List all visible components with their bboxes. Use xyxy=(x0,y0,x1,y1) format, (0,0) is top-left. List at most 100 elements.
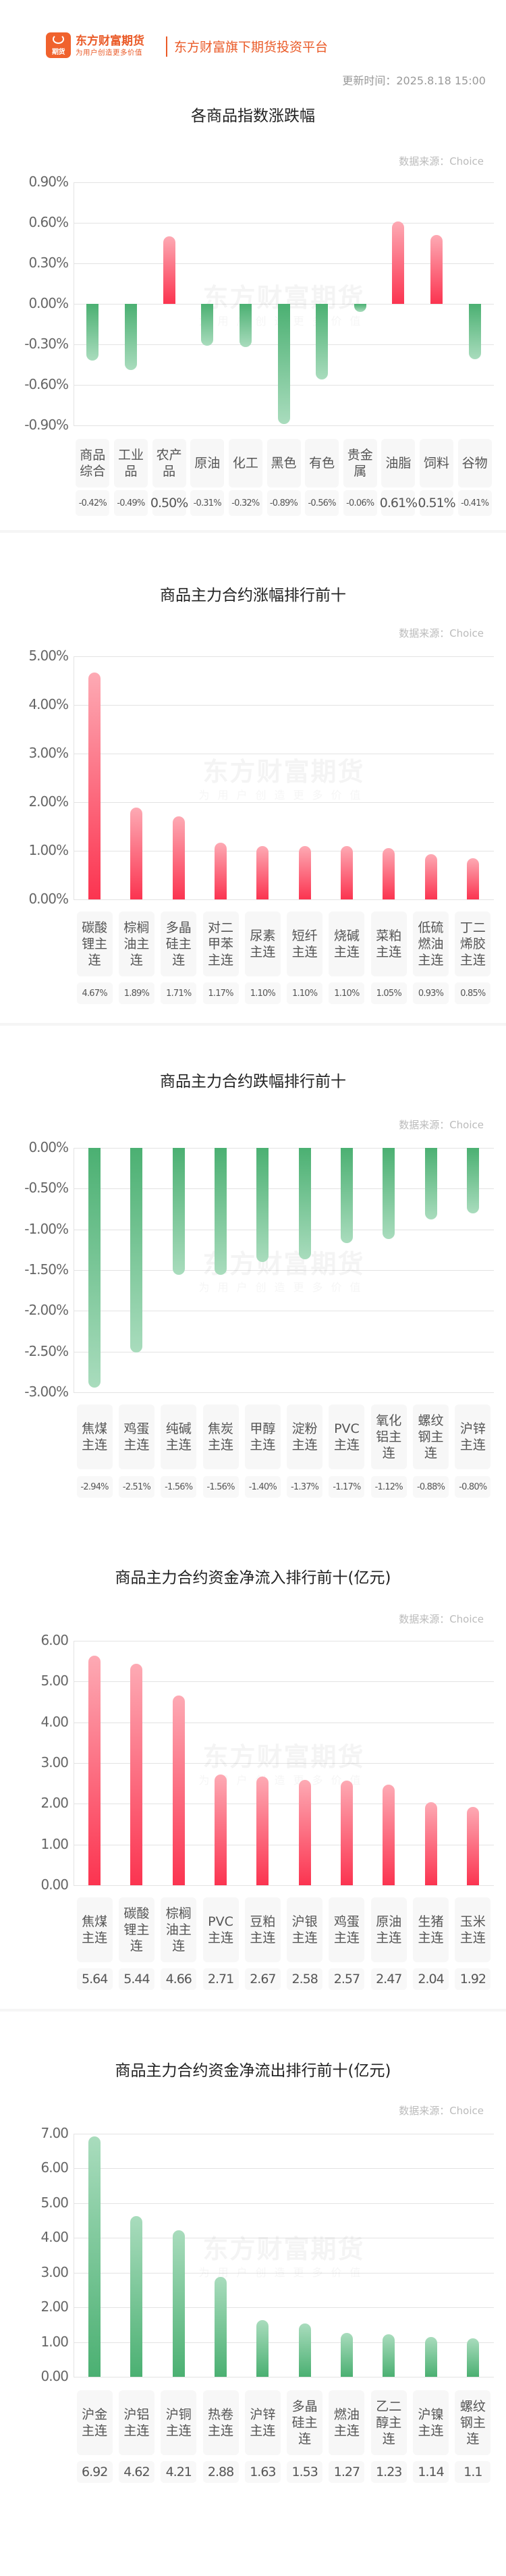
value-label: -1.56% xyxy=(161,1476,197,1498)
bar-1 xyxy=(86,304,99,361)
category-label: 黑色 xyxy=(266,439,301,488)
value-label: 2.57 xyxy=(329,1968,365,1990)
value-label: 0.85% xyxy=(455,982,491,1004)
bar-8 xyxy=(383,2334,395,2377)
category-label: 商品综合 xyxy=(76,439,110,488)
data-source-label: 数据来源：Choice xyxy=(399,627,484,639)
value-label: 1.14 xyxy=(413,2461,449,2483)
bar-2 xyxy=(130,1148,143,1352)
bar-4 xyxy=(215,842,227,899)
gridline xyxy=(74,2203,494,2204)
section-title: 各商品指数涨跌幅 xyxy=(191,107,315,125)
bar-chart-plot-area: 5.00% 4.00% 3.00% 2.00% 1.00% 0.00% 东方财富期货为用户创… xyxy=(28,648,494,907)
bar-chart-plot-area: 6.00 5.00 4.00 3.00 2.00 1.00 0.00 东方财富期货为用户创造更… xyxy=(40,1632,494,1893)
category-label: 沪铜主连 xyxy=(161,2390,197,2455)
category-label: 热卷主连 xyxy=(202,2390,239,2455)
watermark-text: 东方财富期货 xyxy=(74,2228,494,2265)
category-label: 有色 xyxy=(305,439,339,488)
bar-8 xyxy=(354,304,366,312)
bar-2 xyxy=(130,1663,143,1885)
platform-text: 东方财富旗下期货投资平台 xyxy=(174,40,329,55)
watermark-text: 东方财富期货 xyxy=(74,1736,494,1773)
brand-slogan: 为用户创造更多价值 xyxy=(76,49,142,57)
bar-3 xyxy=(172,816,185,899)
value-label: -0.49% xyxy=(113,490,148,516)
bar-4 xyxy=(215,1148,227,1276)
y-axis-tick-label: 0.30% xyxy=(28,255,69,271)
update-time: 更新时间：2025.8.18 15:00 xyxy=(342,74,486,87)
bar-3 xyxy=(163,236,175,304)
category-label: 短纤主连 xyxy=(287,912,323,976)
bar-1 xyxy=(88,672,101,899)
value-label: 4.62 xyxy=(118,2461,154,2483)
bar-2 xyxy=(130,2216,143,2377)
value-label: 2.71 xyxy=(202,1968,239,1990)
y-axis-tick-label: 3.00% xyxy=(28,745,69,761)
value-label: 2.04 xyxy=(413,1968,449,1990)
y-axis-tick-label: 3.00 xyxy=(40,1754,69,1770)
value-label: -1.40% xyxy=(244,1476,281,1498)
value-label: 1.92 xyxy=(455,1968,491,1990)
category-label: 沪银主连 xyxy=(287,1897,323,1962)
value-label: -2.51% xyxy=(118,1476,154,1498)
bar-8 xyxy=(383,848,395,899)
y-axis-tick-label: 1.00% xyxy=(28,842,69,858)
value-label: 0.61% xyxy=(380,490,418,516)
category-label: 棕榈油主连 xyxy=(118,912,154,976)
gridline xyxy=(74,899,494,900)
category-label: 油脂 xyxy=(381,439,416,488)
brand-name: 东方财富期货 xyxy=(76,34,144,48)
gridline xyxy=(74,1392,494,1393)
category-label: 多晶硅主连 xyxy=(287,2390,323,2455)
watermark-text: 东方财富期货 xyxy=(74,1243,494,1280)
bar-10 xyxy=(466,1807,479,1885)
category-label: 原油 xyxy=(190,439,225,488)
value-label: -0.42% xyxy=(76,490,110,516)
gridline xyxy=(74,182,494,183)
logo-badge-text: 期货 xyxy=(52,49,65,56)
bar-1 xyxy=(88,1655,101,1885)
bar-5 xyxy=(239,304,252,347)
section-divider xyxy=(0,530,506,533)
bar-6 xyxy=(277,304,290,424)
bar-6 xyxy=(298,1780,311,1885)
data-source-label: 数据来源：Choice xyxy=(399,1119,484,1131)
category-label: 沪锌主连 xyxy=(455,1404,491,1469)
category-label: 螺纹钢主连 xyxy=(413,1404,449,1469)
y-axis-tick-label: 0.00% xyxy=(28,891,69,907)
value-label: 4.21 xyxy=(161,2461,197,2483)
category-label: 烧碱主连 xyxy=(329,912,365,976)
category-label: PVC主连 xyxy=(202,1897,239,1962)
bar-chart-plot-area: 0.90%0.60%0.30%0.00%-0.30%-0.60%-0.90%东方… xyxy=(24,174,494,433)
bar-10 xyxy=(466,2338,479,2377)
page-header: 期货 东方财富期货 为用户创造更多价值 东方财富旗下期货投资平台 更新时间：20… xyxy=(0,0,506,101)
value-label: -0.06% xyxy=(343,490,377,516)
category-label: 焦煤主连 xyxy=(76,1897,113,1962)
value-label: -0.56% xyxy=(305,490,339,516)
gridline xyxy=(74,1763,494,1764)
value-label: 0.51% xyxy=(418,490,456,516)
value-label: 4.67% xyxy=(76,982,113,1004)
value-label: 2.47 xyxy=(370,1968,407,1990)
category-label: 多晶硅主连 xyxy=(161,912,197,976)
y-axis-tick-label: -1.50% xyxy=(24,1261,69,1278)
bar-3 xyxy=(172,1148,185,1276)
value-label: 6.92 xyxy=(76,2461,113,2483)
bar-9 xyxy=(424,854,437,899)
section-divider xyxy=(0,1023,506,1026)
section-title: 商品主力合约涨幅排行前十 xyxy=(160,587,346,604)
y-axis-tick-label: 0.00 xyxy=(40,2368,69,2384)
y-axis-tick-label: 6.00 xyxy=(40,1632,69,1648)
value-label: 1.53 xyxy=(287,2461,323,2483)
y-axis-tick-label: 0.00% xyxy=(28,1139,69,1155)
value-label: -0.41% xyxy=(457,490,492,516)
category-label: 工业品 xyxy=(113,439,148,488)
bar-7 xyxy=(316,304,329,379)
bar-2 xyxy=(124,304,137,370)
gridline xyxy=(74,1270,494,1271)
bar-2 xyxy=(130,807,143,899)
category-label: 碳酸锂主连 xyxy=(118,1897,154,1962)
gridline xyxy=(74,1885,494,1886)
category-label: 燃油主连 xyxy=(329,2390,365,2455)
category-label: 棕榈油主连 xyxy=(161,1897,197,1962)
